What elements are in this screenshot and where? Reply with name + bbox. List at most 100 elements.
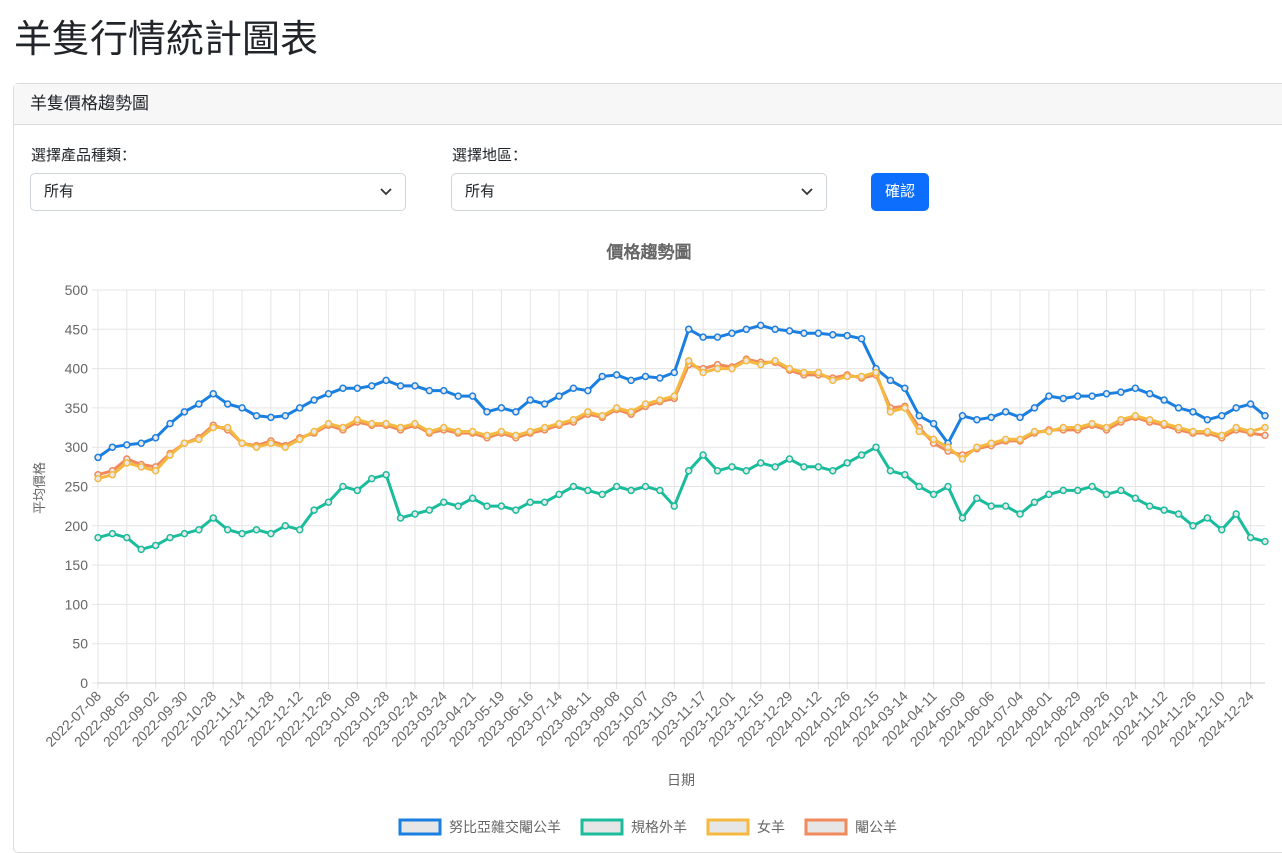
data-point <box>886 467 895 475</box>
data-point <box>756 321 765 330</box>
data-point <box>1001 435 1010 444</box>
data-point <box>713 364 722 373</box>
data-point <box>454 502 462 510</box>
data-point <box>238 404 246 412</box>
data-point <box>1160 419 1168 428</box>
data-point <box>252 412 261 420</box>
data-point <box>440 423 448 432</box>
data-point <box>425 506 434 514</box>
data-point <box>1131 412 1140 420</box>
y-tick-label: 150 <box>65 557 89 573</box>
data-point <box>454 427 462 436</box>
region-select[interactable]: 所有 <box>451 173 827 211</box>
data-point <box>166 533 174 542</box>
data-point <box>526 396 534 404</box>
data-point <box>1030 427 1039 436</box>
data-point <box>857 334 866 343</box>
data-point <box>771 463 779 471</box>
data-point <box>1246 400 1255 408</box>
data-point <box>94 474 102 483</box>
y-tick-label: 250 <box>65 479 89 495</box>
data-point <box>1001 408 1010 416</box>
data-point <box>339 482 347 491</box>
data-point <box>425 427 434 436</box>
data-point <box>1073 423 1082 432</box>
data-point <box>324 498 333 506</box>
y-axis-title: 平均價格 <box>32 462 47 514</box>
data-point <box>1001 502 1010 510</box>
product-label: 選擇產品種類： <box>31 147 137 164</box>
legend-swatch <box>580 818 624 836</box>
data-point <box>1232 423 1240 432</box>
data-point <box>1045 427 1053 436</box>
data-point <box>1261 412 1269 420</box>
data-point <box>281 443 290 451</box>
data-point <box>728 463 736 471</box>
data-point <box>1145 415 1154 424</box>
data-point <box>123 533 131 542</box>
data-point <box>684 325 693 334</box>
data-point <box>223 525 232 534</box>
data-point <box>1073 392 1082 400</box>
data-point <box>555 419 563 428</box>
data-point <box>468 494 477 503</box>
data-point <box>238 529 246 538</box>
data-point <box>584 486 592 495</box>
data-point <box>94 533 102 542</box>
card: 羊隻價格趨勢圖 選擇產品種類： 所有 選擇地區： 所有 確認 <box>13 83 1282 853</box>
data-point <box>1203 415 1212 424</box>
data-point <box>339 384 347 392</box>
data-point <box>1102 423 1111 432</box>
data-point <box>1059 486 1068 495</box>
data-point <box>267 529 275 538</box>
data-point <box>468 392 477 400</box>
data-point <box>382 376 390 385</box>
data-point <box>540 423 549 432</box>
data-point <box>526 427 534 436</box>
card-header: 羊隻價格趨勢圖 <box>14 84 1282 125</box>
data-point <box>973 494 981 503</box>
data-point <box>1045 490 1053 499</box>
data-point <box>483 502 491 510</box>
data-point <box>713 333 722 341</box>
data-point <box>1030 498 1039 506</box>
data-point <box>656 486 664 495</box>
data-point <box>123 459 131 467</box>
data-point <box>295 404 304 412</box>
y-tick-label: 350 <box>65 400 89 416</box>
data-point <box>223 423 232 432</box>
data-point <box>829 376 837 385</box>
data-point <box>1131 384 1140 392</box>
data-point <box>123 441 131 449</box>
data-point <box>901 384 909 392</box>
data-point <box>929 490 938 499</box>
data-point <box>1088 482 1096 491</box>
data-point <box>396 514 405 522</box>
confirm-button[interactable]: 確認 <box>871 173 929 211</box>
data-point <box>771 325 779 334</box>
legend-label: 女羊 <box>757 819 785 835</box>
data-point <box>756 360 765 369</box>
data-point <box>771 356 779 365</box>
chart: 價格趨勢圖 平均價格 日期 0 50 100 150 200 250 300 350 400 45… <box>32 242 1269 836</box>
data-point <box>1088 392 1096 400</box>
data-point <box>526 498 534 506</box>
data-point <box>1016 413 1024 422</box>
data-point <box>108 529 117 538</box>
data-point <box>929 435 938 444</box>
data-point <box>1045 392 1053 400</box>
product-select[interactable]: 所有 <box>30 173 406 211</box>
y-tick-label: 300 <box>65 439 89 455</box>
data-point <box>670 368 679 377</box>
series-line <box>97 323 1266 459</box>
data-point <box>1218 525 1226 534</box>
data-point <box>324 419 333 428</box>
legend-swatch <box>398 818 442 836</box>
data-point <box>396 382 405 390</box>
data-point <box>742 467 751 475</box>
y-tick-label: 200 <box>65 518 89 534</box>
data-point <box>987 439 996 448</box>
data-point <box>238 439 246 448</box>
data-point <box>180 529 189 538</box>
